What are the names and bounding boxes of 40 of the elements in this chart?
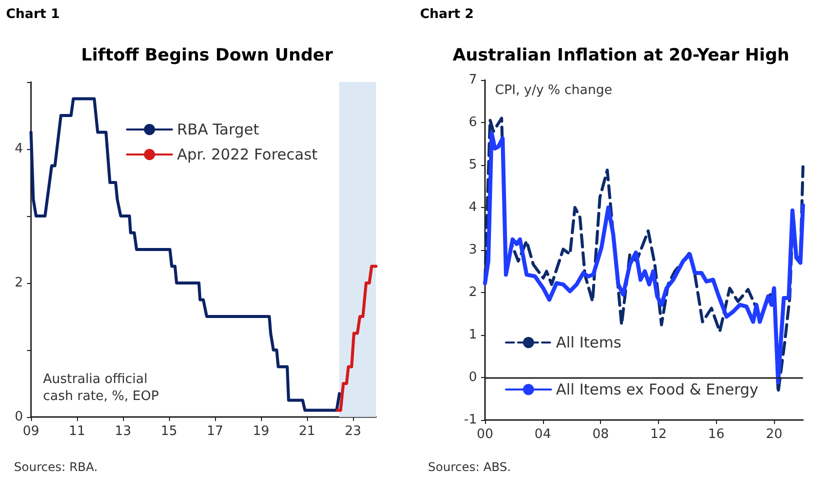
x-tick-label: 17 [206, 424, 224, 439]
line-series [336, 264, 378, 412]
legend-label: All Items [556, 334, 622, 352]
y-tick-label: 4 [468, 200, 477, 215]
x-tick-label: 15 [160, 424, 178, 439]
source-note: Sources: RBA. [14, 460, 98, 474]
x-tick-label: 13 [114, 424, 132, 439]
y-tick-label: 7 [468, 72, 477, 88]
y-tick-label: 0 [468, 370, 477, 385]
x-tick-label: 19 [252, 424, 270, 439]
x-tick-label: 09 [22, 424, 40, 439]
y-tick-label: 0 [14, 410, 23, 424]
y-tick-label: 1 [468, 328, 477, 342]
line-series [30, 97, 341, 412]
y-tick-label: 4 [14, 142, 23, 156]
x-tick-label: 21 [298, 424, 316, 439]
x-tick-label: 11 [68, 424, 86, 439]
chart-title: Australian Inflation at 20-Year High [452, 46, 790, 66]
x-tick-label: 04 [534, 427, 552, 442]
y-tick-label: -1 [464, 412, 477, 428]
y-tick-label: 2 [14, 276, 23, 290]
chart-title: Liftoff Begins Down Under [81, 46, 334, 66]
x-tick-label: 00 [476, 427, 494, 442]
legend-label: RBA Target [177, 120, 260, 138]
y-tick-label: 6 [468, 115, 477, 130]
source-note: Sources: ABS. [428, 460, 511, 474]
x-tick-label: 20 [766, 427, 782, 442]
x-tick-label: 12 [650, 427, 667, 442]
y-axis-title: Australia official cash rate, %, EOP [43, 372, 159, 404]
legend-label: Apr. 2022 Forecast [177, 146, 318, 164]
y-tick-label: 3 [468, 242, 477, 258]
y-tick-label: 5 [468, 158, 477, 172]
y-axis-title: CPI, y/y % change [495, 83, 612, 98]
legend-label: All Items ex Food & Energy [556, 380, 759, 398]
y-tick-label: 2 [468, 285, 477, 300]
caption: Chart 2 [420, 7, 474, 22]
caption: Chart 1 [6, 7, 60, 22]
x-tick-label: 08 [592, 427, 609, 442]
x-tick-label: 23 [344, 424, 362, 439]
x-tick-label: 16 [708, 427, 725, 442]
